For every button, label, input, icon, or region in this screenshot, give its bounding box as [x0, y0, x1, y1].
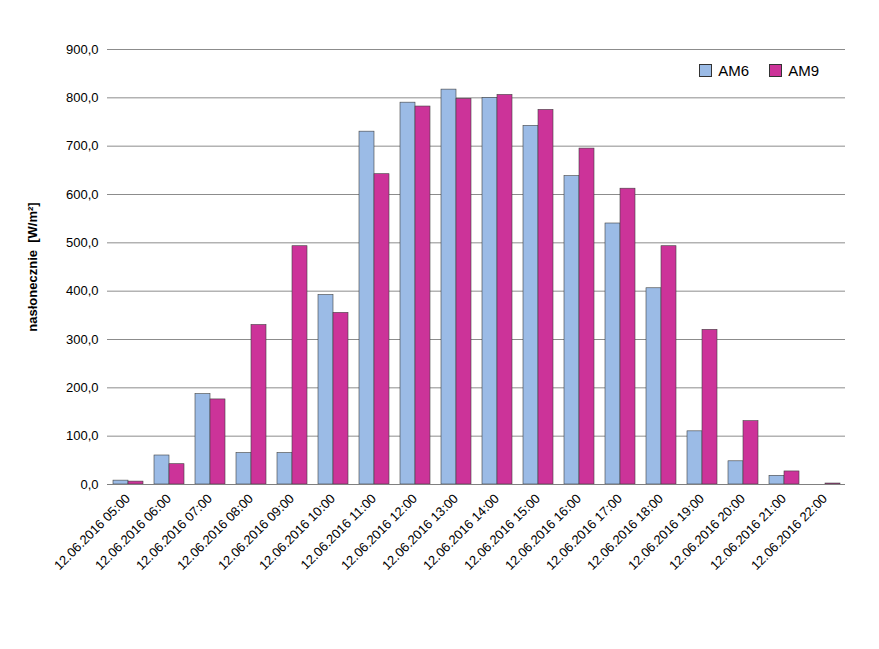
svg-text:12.06.2016 18:00: 12.06.2016 18:00	[584, 491, 666, 573]
html-text:AM9: AM9	[788, 62, 819, 79]
svg-text:800,0: 800,0	[66, 90, 99, 105]
svg-text:12.06.2016 09:00: 12.06.2016 09:00	[215, 491, 297, 573]
svg-text:500,0: 500,0	[66, 235, 99, 250]
svg-text:300,0: 300,0	[66, 332, 99, 347]
svg-text:nasłonecznie [W/m²]: nasłonecznie [W/m²]	[25, 202, 40, 331]
svg-text:12.06.2016 16:00: 12.06.2016 16:00	[502, 491, 584, 573]
svg-text:12.06.2016 20:00: 12.06.2016 20:00	[666, 491, 748, 573]
svg-text:12.06.2016 05:00: 12.06.2016 05:00	[51, 491, 133, 573]
svg-text:600,0: 600,0	[66, 187, 99, 202]
svg-text:12.06.2016 08:00: 12.06.2016 08:00	[174, 491, 256, 573]
svg-text:700,0: 700,0	[66, 138, 99, 153]
svg-text:12.06.2016 21:00: 12.06.2016 21:00	[707, 491, 789, 573]
svg-text:12.06.2016 14:00: 12.06.2016 14:00	[420, 491, 502, 573]
svg-text:900,0: 900,0	[66, 42, 99, 57]
svg-text:12.06.2016 15:00: 12.06.2016 15:00	[461, 491, 543, 573]
svg-text:12.06.2016 07:00: 12.06.2016 07:00	[133, 491, 215, 573]
svg-text:0,0: 0,0	[80, 477, 98, 492]
svg-text:200,0: 200,0	[66, 380, 99, 395]
svg-text:12.06.2016 11:00: 12.06.2016 11:00	[298, 491, 379, 572]
svg-text:12.06.2016 06:00: 12.06.2016 06:00	[92, 491, 174, 573]
svg-text:12.06.2016 10:00: 12.06.2016 10:00	[256, 491, 338, 573]
svg-text:12.06.2016 12:00: 12.06.2016 12:00	[338, 491, 420, 573]
svg-text:12.06.2016 22:00: 12.06.2016 22:00	[748, 491, 830, 573]
svg-text:12.06.2016 17:00: 12.06.2016 17:00	[543, 491, 625, 573]
svg-text:12.06.2016 19:00: 12.06.2016 19:00	[625, 491, 707, 573]
svg-text:100,0: 100,0	[66, 428, 99, 443]
svg-text:12.06.2016 13:00: 12.06.2016 13:00	[379, 491, 461, 573]
html-text:AM6: AM6	[718, 62, 750, 79]
svg-text:400,0: 400,0	[66, 283, 99, 298]
